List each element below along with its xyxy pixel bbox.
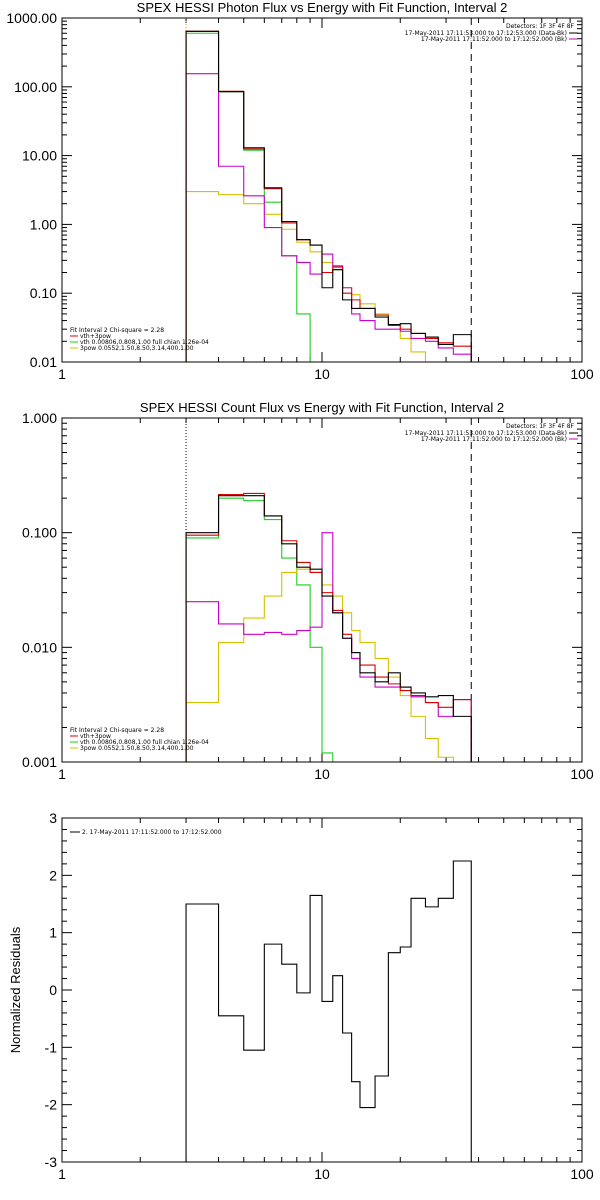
x-tick-label: 10	[314, 1166, 330, 1182]
y-tick-label: 0	[49, 982, 57, 998]
chart-title: SPEX HESSI Photon Flux vs Energy with Fi…	[137, 0, 508, 15]
series-line-0	[185, 495, 472, 762]
y-tick-label: -2	[45, 1097, 58, 1113]
y-tick-label: 1	[49, 925, 57, 941]
legend-entry: 17-May-2011 17:11:53.000 to 17:12:53.000…	[405, 430, 567, 437]
legend-entry: 17-May-2011 17:11:52.000 to 17:12:52.000…	[421, 36, 567, 43]
x-tick-label: 10	[314, 366, 330, 382]
plot-frame	[61, 417, 583, 763]
legend-entry: 17-May-2011 17:11:52.000 to 17:12:52.000…	[421, 436, 567, 443]
y-tick-label: 0.010	[22, 639, 57, 655]
legend-entry: 2. 17-May-2011 17:11:52.000 to 17:12:52.…	[82, 829, 222, 836]
y-tick-label: 1.000	[22, 410, 57, 426]
y-tick-label: 0.001	[22, 754, 57, 770]
x-tick-label: 1	[58, 1166, 66, 1182]
series-line-1	[185, 492, 472, 762]
plot-frame	[61, 17, 583, 363]
series-line-4	[185, 73, 472, 362]
chart-panel-2: SPEX HESSI Count Flux vs Energy with Fit…	[22, 400, 594, 782]
y-tick-label: 100.00	[14, 79, 57, 95]
fit-legend-entry: vth+3pow	[80, 733, 111, 740]
series-line-2	[185, 497, 334, 762]
fit-legend-entry: vth 0.00806,0.808,1.00 full chian 1.26e-…	[80, 339, 209, 346]
series-line-3	[185, 568, 454, 762]
chart-title: SPEX HESSI Count Flux vs Energy with Fit…	[140, 400, 504, 415]
fit-legend-entry: 3pow 0.0552,1.50,8.50,3.14,400,1.00	[80, 745, 194, 752]
x-tick-label: 100	[570, 1166, 594, 1182]
fit-legend-header: Fit Interval 2 Chi-square = 2.28	[70, 327, 164, 334]
x-tick-label: 100	[570, 766, 594, 782]
y-axis-label: Normalized Residuals	[8, 926, 23, 1053]
plot-frame	[61, 817, 583, 1163]
fit-legend-header: Fit Interval 2 Chi-square = 2.28	[70, 727, 164, 734]
series-line-0	[185, 860, 472, 1162]
y-tick-label: -1	[45, 1039, 58, 1055]
x-tick-label: 10	[314, 766, 330, 782]
series-line-2	[185, 32, 311, 362]
y-tick-label: 0.100	[22, 525, 57, 541]
legend-entry: 17-May-2011 17:11:53.000 to 17:12:53.000…	[405, 30, 567, 37]
y-tick-label: 2	[49, 867, 57, 883]
legend-header: Detectors: 1F 3F 4F 8F	[506, 23, 575, 30]
legend-header: Detectors: 1F 3F 4F 8F	[506, 423, 575, 430]
y-tick-label: -3	[45, 1154, 58, 1170]
chart-panel-3: Normalized Residuals 1 10 100 -3 -2 -1 0 1 2 3 2. 1…	[8, 810, 594, 1182]
series-line-1	[185, 30, 472, 362]
x-tick-label: 1	[58, 366, 66, 382]
y-tick-label: 0.10	[30, 285, 57, 301]
fit-legend-entry: vth 0.00806,0.808,1.00 full chian 1.26e-…	[80, 739, 209, 746]
series-line-0	[185, 30, 472, 362]
chart-panel-1: SPEX HESSI Photon Flux vs Energy with Fi…	[6, 0, 594, 382]
y-tick-label: 3	[49, 810, 57, 826]
y-tick-label: 10.00	[22, 148, 57, 164]
fit-legend-entry: 3pow 0.0552,1.50,8.50,3.14,400,1.00	[80, 345, 194, 352]
y-tick-label: 1000.00	[6, 10, 57, 26]
fit-legend-entry: vth+3pow	[80, 333, 111, 340]
x-tick-label: 100	[570, 366, 594, 382]
x-tick-label: 1	[58, 766, 66, 782]
y-tick-label: 0.01	[30, 354, 57, 370]
y-tick-label: 1.00	[30, 216, 57, 232]
